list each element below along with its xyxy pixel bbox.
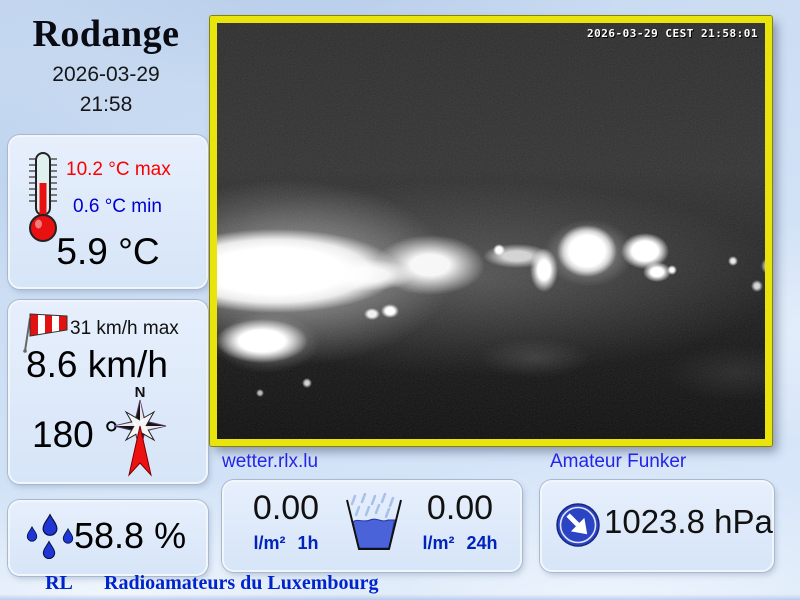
rain-hour-unit-label: l/m² [253,533,286,553]
arrow-down-right-icon [556,503,600,547]
temperature-panel: 10.2 °C max 0.6 °C min 5.9 °C [8,135,208,289]
wind-speed: 8.6 km/h [26,344,168,385]
humidity-value: 58.8 % [74,515,187,556]
rain-day-value: 0.00 [426,489,494,527]
amateur-funker-link[interactable]: Amateur Funker [550,451,687,472]
pressure-panel: 1023.8 hPa [540,480,774,572]
pressure-value: 1023.8 hPa [604,503,773,540]
compass-rose-icon: N [113,384,167,477]
windsock-icon [23,313,68,353]
wind-panel: 31 km/h max 8.6 km/h 180 ° N [8,300,208,484]
page-title: Rodange [32,13,180,55]
current-date: 2026-03-29 [52,63,160,86]
water-drops-icon [26,513,74,560]
wind-direction: 180 ° [32,414,119,455]
temperature-current: 5.9 °C [56,231,160,272]
webcam-timestamp: 2026-03-29 CEST 21:58:01 [587,27,758,40]
rain-day-unit-label: l/m² [422,533,455,553]
rain-panel: 0.00 l/m² 1h 0.00 l/m² 24h [222,480,522,572]
webcam-frame: 2026-03-29 CEST 21:58:01 [210,16,772,446]
rain-hour-unit: l/m² 1h [230,533,342,554]
temperature-max: 10.2 °C max [66,159,171,180]
temperature-min: 0.6 °C min [73,196,162,217]
rain-day-period: 24h [466,533,498,553]
webcam-noise-texture [217,23,765,439]
current-time: 21:58 [79,93,133,116]
compass-north-label: N [135,384,146,401]
rain-hour-value: 0.00 [252,489,320,527]
rain-hour-period: 1h [297,533,319,553]
wetter-site-link[interactable]: wetter.rlx.lu [222,451,319,472]
rain-day-unit: l/m² 24h [404,533,516,554]
wind-max: 31 km/h max [70,318,179,339]
humidity-panel: 58.8 % [8,500,208,576]
webcam-image: 2026-03-29 CEST 21:58:01 [217,23,765,439]
footer-org-link[interactable]: Radioamateurs du Luxembourg [104,572,379,594]
rain-gauge-icon [346,493,402,550]
thermometer-icon [29,152,57,242]
footer-rl-link[interactable]: RL [45,572,73,594]
